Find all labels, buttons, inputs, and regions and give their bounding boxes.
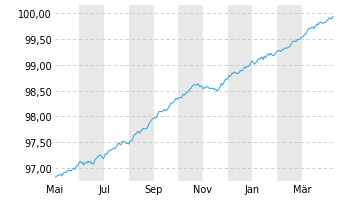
Bar — [228, 6, 252, 181]
Bar — [178, 6, 203, 181]
Bar — [79, 6, 104, 181]
Bar — [277, 6, 302, 181]
Bar — [129, 6, 153, 181]
